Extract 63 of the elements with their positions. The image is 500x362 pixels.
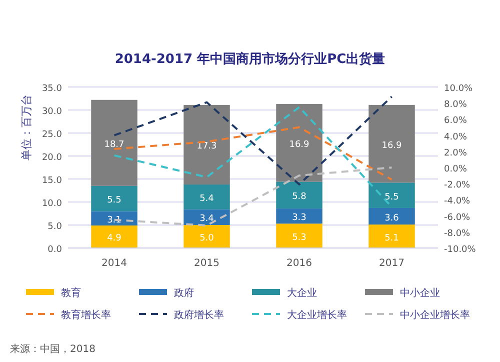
legend-label: 教育增长率 (61, 309, 111, 321)
y-tick-label: 5.0 (48, 222, 62, 232)
data-label: 18.7 (104, 140, 124, 150)
x-tick-label: 2015 (194, 258, 220, 269)
x-tick-label: 2014 (102, 258, 127, 269)
data-label: 16.9 (382, 140, 402, 151)
bar (368, 224, 415, 248)
legend-label: 教育 (61, 287, 81, 299)
data-label: 5.1 (384, 233, 399, 244)
bar (276, 208, 322, 224)
bar (91, 186, 138, 212)
x-tick-label: 2016 (286, 258, 312, 269)
bar (91, 211, 138, 226)
chart-title: 2014-2017 年中国商用市场分行业PC出货量 (114, 51, 386, 67)
y-tick-label: 0.0 (48, 245, 62, 255)
bar (276, 104, 322, 182)
y-tick-label: 10.0 (42, 199, 62, 209)
bar (184, 225, 230, 248)
bar (184, 104, 230, 185)
y2-tick-label: 6.0% (444, 116, 468, 126)
source-note: 来源：中国，2018 (10, 343, 96, 355)
legend-label: 大企业 (287, 287, 317, 299)
y2-tick-label: -2.0% (444, 180, 471, 191)
y2-tick-label: -4.0% (444, 196, 471, 207)
bar (276, 182, 322, 208)
data-label: 5.5 (384, 192, 399, 202)
legend-label: 中小企业增长率 (400, 309, 470, 321)
y2-tick-label: 2.0% (444, 148, 468, 158)
bar (184, 184, 230, 210)
y2-tick-label: -10.0% (444, 245, 476, 255)
data-label: 3.6 (384, 213, 400, 224)
y2-tick-label: 8.0% (444, 100, 468, 110)
legend-label: 政府增长率 (174, 309, 224, 321)
y-tick-label: 30.0 (42, 107, 62, 117)
data-label: 16.9 (289, 140, 310, 150)
data-label: 5.4 (200, 194, 214, 204)
data-label: 3.3 (292, 213, 306, 224)
bar (368, 182, 415, 208)
y2-tick-label: 4.0% (444, 132, 468, 142)
legend-label: 大企业增长率 (287, 309, 347, 321)
data-label: 5.8 (292, 192, 307, 202)
bar (368, 104, 415, 183)
y2-tick-label: -8.0% (444, 228, 471, 239)
y-axis-title: 单位：百万台 (20, 94, 33, 160)
bar (91, 225, 138, 248)
x-tick-label: 2017 (379, 258, 404, 269)
y2-tick-label: 10.0% (444, 84, 474, 94)
legend-label: 中小企业 (400, 287, 440, 299)
y-tick-label: 25.0 (42, 130, 62, 140)
data-label: 5.3 (292, 232, 306, 243)
data-label: 5.0 (200, 234, 214, 244)
data-label: 5.5 (107, 196, 122, 206)
y-tick-label: 20.0 (42, 153, 62, 163)
y-tick-label: 35.0 (42, 84, 62, 94)
legend-label: 政府 (174, 287, 194, 299)
y2-tick-label: 0.0% (444, 164, 468, 174)
bar (368, 208, 415, 225)
y2-tick-label: -6.0% (444, 212, 471, 223)
data-label: 4.9 (107, 234, 122, 244)
data-label: 3.4 (200, 214, 214, 224)
y-tick-label: 15.0 (42, 176, 62, 186)
bar (91, 100, 138, 186)
bar (276, 224, 322, 248)
